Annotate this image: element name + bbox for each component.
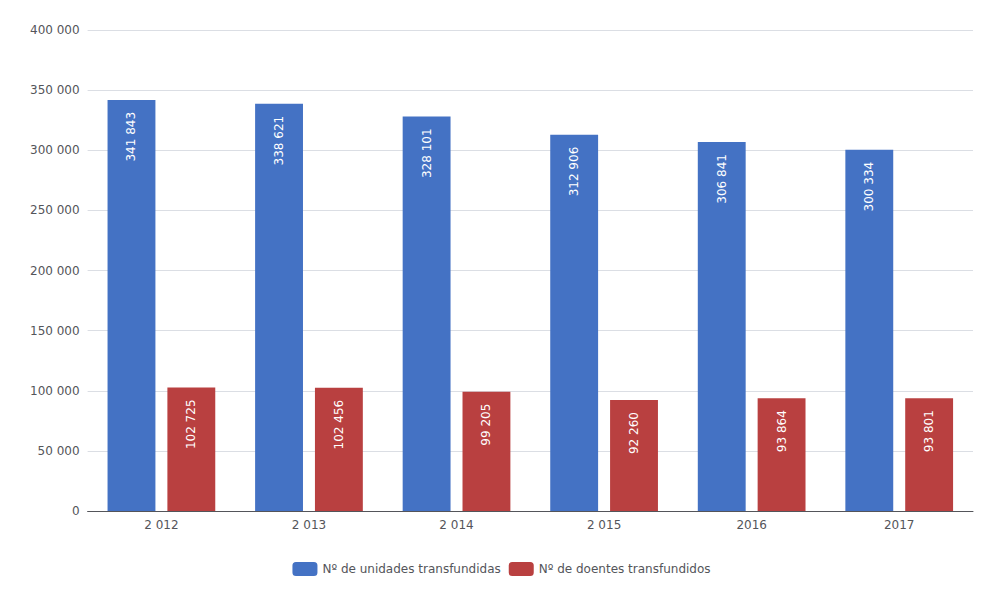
svg-text:300 000: 300 000 [30,143,80,157]
svg-text:2016: 2016 [736,518,767,532]
svg-text:2 012: 2 012 [144,518,178,532]
svg-text:2017: 2017 [884,518,915,532]
svg-text:312 906: 312 906 [567,147,581,197]
svg-text:93 864: 93 864 [775,410,789,452]
svg-text:0: 0 [72,504,80,518]
svg-text:102 725: 102 725 [184,399,198,449]
svg-text:400 000: 400 000 [30,23,80,37]
svg-text:250 000: 250 000 [30,203,80,217]
svg-text:200 000: 200 000 [30,264,80,278]
svg-text:150 000: 150 000 [30,324,80,338]
svg-text:306 841: 306 841 [715,154,729,204]
svg-text:50 000: 50 000 [38,444,80,458]
svg-text:2 014: 2 014 [439,518,473,532]
svg-text:328 101: 328 101 [420,128,434,178]
svg-text:2 013: 2 013 [292,518,326,532]
svg-text:338 621: 338 621 [272,116,286,166]
svg-text:102 456: 102 456 [332,400,346,450]
svg-text:99 205: 99 205 [479,404,493,446]
svg-text:350 000: 350 000 [30,83,80,97]
svg-text:93 801: 93 801 [922,410,936,452]
svg-text:92 260: 92 260 [627,412,641,454]
svg-text:100 000: 100 000 [30,384,80,398]
svg-text:2 015: 2 015 [587,518,621,532]
svg-text:Nº de unidades transfundidas: Nº de unidades transfundidas [322,562,500,576]
svg-text:300 334: 300 334 [862,162,876,212]
svg-text:341 843: 341 843 [124,112,138,162]
svg-text:Nº de doentes transfundidos: Nº de doentes transfundidos [539,562,711,576]
